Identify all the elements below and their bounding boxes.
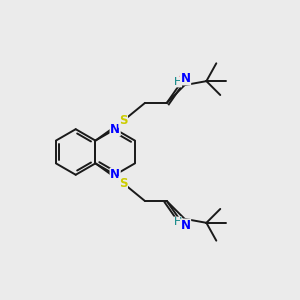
Text: N: N [181, 72, 190, 85]
Text: O: O [178, 72, 189, 85]
Text: N: N [110, 168, 120, 181]
Text: S: S [119, 177, 128, 190]
Text: N: N [110, 123, 120, 136]
Text: S: S [119, 114, 128, 127]
Text: N: N [181, 219, 190, 232]
Text: H: H [173, 77, 182, 87]
Text: H: H [173, 217, 182, 227]
Text: O: O [178, 219, 189, 232]
